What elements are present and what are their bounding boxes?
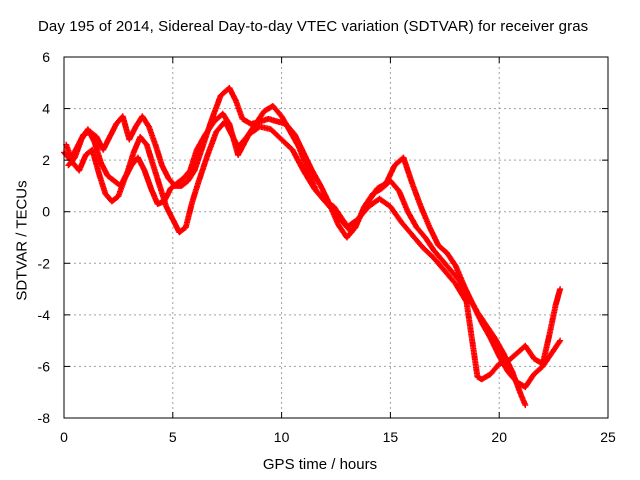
x-tick-label: 10 — [274, 429, 290, 445]
y-tick-label: -8 — [38, 410, 51, 426]
data-points — [61, 84, 564, 409]
y-tick-label: 2 — [42, 152, 50, 168]
marker-path — [65, 103, 564, 391]
x-axis-label: GPS time / hours — [262, 456, 378, 473]
x-tick-label: 15 — [383, 429, 399, 445]
y-tick-label: -2 — [38, 255, 51, 271]
y-tick-label: -4 — [38, 307, 51, 323]
x-tick-labels: 0 5 10 15 20 25 — [60, 429, 616, 445]
x-tick-label: 0 — [60, 429, 68, 445]
marker-path — [61, 84, 529, 409]
chart-title-text: Day 195 of 2014, Sidereal Day-to-day VTE… — [38, 18, 589, 35]
y-tick-label: 4 — [42, 101, 50, 117]
x-tick-label: 5 — [169, 429, 177, 445]
x-tick-label: 20 — [491, 429, 507, 445]
series-track-1 — [61, 84, 529, 409]
y-tick-label: 6 — [42, 49, 50, 65]
axis-ticks — [63, 56, 609, 419]
series-track-3 — [63, 110, 564, 383]
y-axis-label: SDTVAR / TECUs — [13, 180, 31, 301]
x-tick-label: 25 — [600, 429, 616, 445]
series-track-2 — [65, 103, 564, 391]
grid-lines — [64, 57, 608, 418]
y-tick-labels: -8 -6 -4 -2 0 2 4 6 — [38, 49, 51, 426]
y-tick-label: 0 — [42, 204, 50, 220]
plot-frame — [63, 56, 609, 419]
y-tick-label: -6 — [38, 358, 51, 374]
marker-path — [63, 110, 564, 383]
